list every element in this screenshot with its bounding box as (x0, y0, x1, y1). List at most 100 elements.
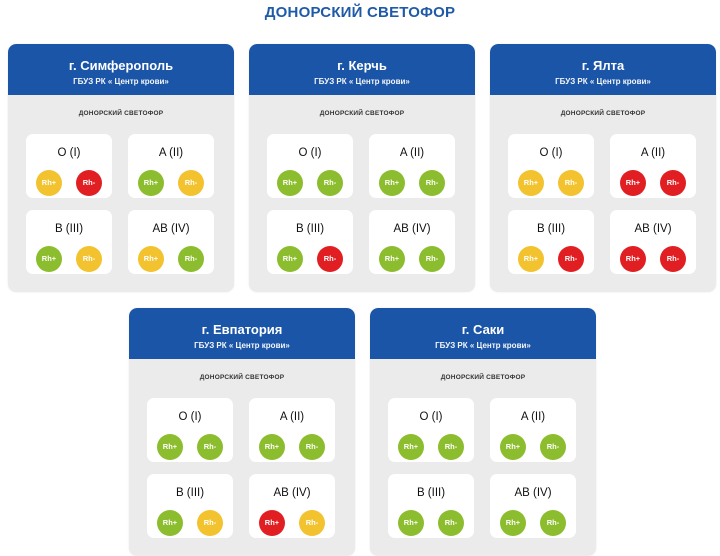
rh-negative-indicator: Rh- (438, 510, 464, 536)
blood-group-tile: O (I) Rh+ Rh- (267, 134, 353, 198)
city-org: ГБУЗ РК « Центр крови» (314, 77, 410, 86)
rh-positive-indicator: Rh+ (398, 510, 424, 536)
blood-group-label: AB (IV) (152, 223, 190, 235)
blood-group-tile: A (II) Rh+ Rh- (610, 134, 696, 198)
card-subtitle: ДОНОРСКИЙ СВЕТОФОР (199, 374, 285, 381)
rh-negative-indicator: Rh- (178, 246, 204, 272)
blood-group-tile: AB (IV) Rh+ Rh- (610, 210, 696, 274)
card-subtitle: ДОНОРСКИЙ СВЕТОФОР (78, 110, 164, 117)
blood-group-label: O (I) (539, 147, 563, 159)
blood-group-label: O (I) (178, 411, 202, 423)
blood-group-label: A (II) (640, 147, 666, 159)
blood-group-tile: B (III) Rh+ Rh- (267, 210, 353, 274)
rh-negative-indicator: Rh- (419, 170, 445, 196)
blood-group-tile: A (II) Rh+ Rh- (490, 398, 576, 462)
blood-group-label: A (II) (520, 411, 546, 423)
rh-positive-indicator: Rh+ (518, 170, 544, 196)
blood-group-tile: AB (IV) Rh+ Rh- (490, 474, 576, 538)
city-name: г. Симферополь (68, 58, 174, 73)
rh-negative-indicator: Rh- (558, 170, 584, 196)
rh-negative-indicator: Rh- (299, 434, 325, 460)
rh-negative-indicator: Rh- (558, 246, 584, 272)
blood-group-label: B (III) (295, 223, 325, 235)
card-header: г. Саки ГБУЗ РК « Центр крови» (370, 308, 596, 359)
blood-group-tile: AB (IV) Rh+ Rh- (128, 210, 214, 274)
rh-negative-indicator: Rh- (178, 170, 204, 196)
city-org: ГБУЗ РК « Центр крови» (435, 341, 531, 350)
blood-group-label: O (I) (298, 147, 322, 159)
card-subtitle: ДОНОРСКИЙ СВЕТОФОР (560, 110, 646, 117)
card-subtitle: ДОНОРСКИЙ СВЕТОФОР (440, 374, 526, 381)
city-card: г. Евпатория ГБУЗ РК « Центр крови» ДОНОРС… (129, 308, 355, 556)
city-card: г. Керчь ГБУЗ РК « Центр крови» ДОНОРСКИЙ … (249, 44, 475, 292)
city-org: ГБУЗ РК « Центр крови» (194, 341, 290, 350)
rh-negative-indicator: Rh- (76, 170, 102, 196)
city-name: г. Ялта (581, 58, 625, 73)
blood-group-tile: B (III) Rh+ Rh- (147, 474, 233, 538)
blood-group-label: B (III) (536, 223, 566, 235)
blood-group-label: O (I) (57, 147, 81, 159)
rh-positive-indicator: Rh+ (138, 246, 164, 272)
rh-positive-indicator: Rh+ (500, 510, 526, 536)
rh-positive-indicator: Rh+ (36, 170, 62, 196)
blood-group-label: B (III) (416, 487, 446, 499)
blood-group-tile: O (I) Rh+ Rh- (508, 134, 594, 198)
rh-negative-indicator: Rh- (299, 510, 325, 536)
card-header: г. Евпатория ГБУЗ РК « Центр крови» (129, 308, 355, 359)
blood-group-label: A (II) (399, 147, 425, 159)
rh-positive-indicator: Rh+ (518, 246, 544, 272)
blood-group-label: O (I) (419, 411, 443, 423)
blood-group-tile: AB (IV) Rh+ Rh- (369, 210, 455, 274)
blood-group-label: A (II) (279, 411, 305, 423)
rh-positive-indicator: Rh+ (620, 246, 646, 272)
blood-group-label: B (III) (175, 487, 205, 499)
rh-positive-indicator: Rh+ (379, 246, 405, 272)
rh-positive-indicator: Rh+ (379, 170, 405, 196)
city-card: г. Саки ГБУЗ РК « Центр крови» ДОНОРСКИЙ С… (370, 308, 596, 556)
blood-group-tile: A (II) Rh+ Rh- (369, 134, 455, 198)
blood-group-label: A (II) (158, 147, 184, 159)
rh-positive-indicator: Rh+ (36, 246, 62, 272)
blood-group-tile: AB (IV) Rh+ Rh- (249, 474, 335, 538)
city-name: г. Саки (461, 322, 505, 337)
page-title: ДОНОРСКИЙ СВЕТОФОР (264, 4, 456, 21)
city-card: г. Симферополь ГБУЗ РК « Центр крови» ДОНО… (8, 44, 234, 292)
blood-group-tile: A (II) Rh+ Rh- (128, 134, 214, 198)
blood-group-label: AB (IV) (393, 223, 431, 235)
blood-group-label: AB (IV) (273, 487, 311, 499)
rh-negative-indicator: Rh- (317, 246, 343, 272)
card-header: г. Симферополь ГБУЗ РК « Центр крови» (8, 44, 234, 95)
rh-positive-indicator: Rh+ (277, 246, 303, 272)
rh-negative-indicator: Rh- (317, 170, 343, 196)
blood-group-tile: O (I) Rh+ Rh- (388, 398, 474, 462)
blood-group-tile: A (II) Rh+ Rh- (249, 398, 335, 462)
rh-positive-indicator: Rh+ (138, 170, 164, 196)
rh-positive-indicator: Rh+ (259, 434, 285, 460)
city-card: г. Ялта ГБУЗ РК « Центр крови» ДОНОРСКИЙ С… (490, 44, 716, 292)
rh-negative-indicator: Rh- (540, 510, 566, 536)
city-org: ГБУЗ РК « Центр крови» (555, 77, 651, 86)
rh-negative-indicator: Rh- (419, 246, 445, 272)
blood-group-tile: O (I) Rh+ Rh- (147, 398, 233, 462)
blood-group-label: AB (IV) (634, 223, 672, 235)
rh-positive-indicator: Rh+ (259, 510, 285, 536)
blood-group-label: AB (IV) (514, 487, 552, 499)
blood-group-tile: B (III) Rh+ Rh- (26, 210, 112, 274)
city-name: г. Керчь (337, 58, 387, 73)
rh-negative-indicator: Rh- (76, 246, 102, 272)
blood-group-tile: B (III) Rh+ Rh- (388, 474, 474, 538)
rh-positive-indicator: Rh+ (157, 434, 183, 460)
city-org: ГБУЗ РК « Центр крови» (73, 77, 169, 86)
card-header: г. Ялта ГБУЗ РК « Центр крови» (490, 44, 716, 95)
card-header: г. Керчь ГБУЗ РК « Центр крови» (249, 44, 475, 95)
blood-group-tile: B (III) Rh+ Rh- (508, 210, 594, 274)
rh-negative-indicator: Rh- (197, 434, 223, 460)
city-name: г. Евпатория (201, 322, 283, 337)
rh-negative-indicator: Rh- (540, 434, 566, 460)
rh-positive-indicator: Rh+ (157, 510, 183, 536)
blood-group-label: B (III) (54, 223, 84, 235)
card-subtitle: ДОНОРСКИЙ СВЕТОФОР (319, 110, 405, 117)
rh-negative-indicator: Rh- (660, 246, 686, 272)
rh-positive-indicator: Rh+ (620, 170, 646, 196)
rh-positive-indicator: Rh+ (398, 434, 424, 460)
